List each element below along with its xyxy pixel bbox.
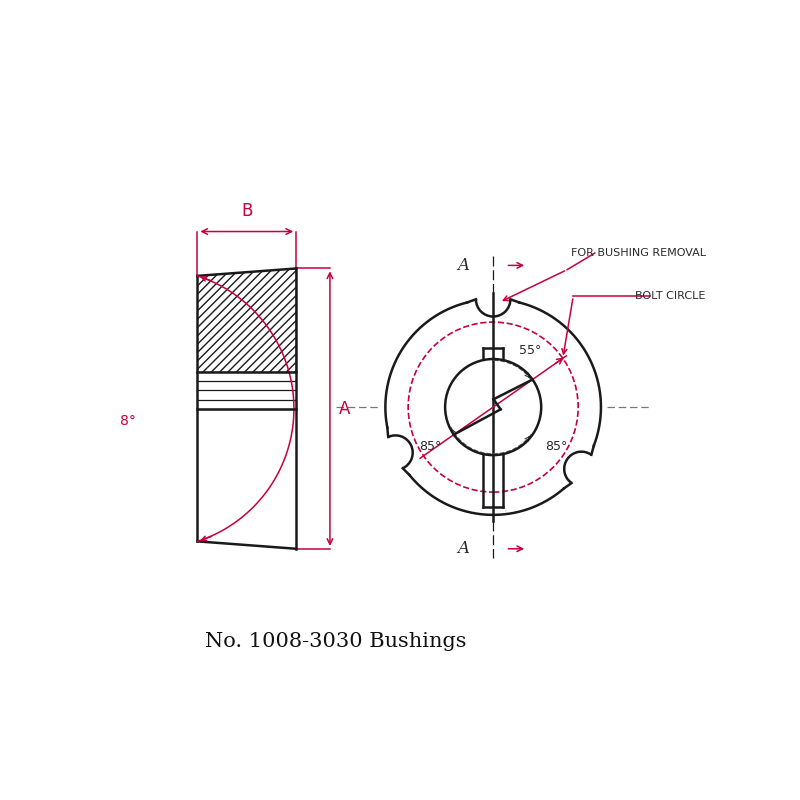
Polygon shape	[198, 269, 296, 372]
Text: 55°: 55°	[519, 345, 542, 358]
Text: BOLT CIRCLE: BOLT CIRCLE	[635, 291, 706, 302]
Text: A: A	[339, 400, 350, 418]
Text: 85°: 85°	[419, 440, 442, 454]
Text: No. 1008-3030 Bushings: No. 1008-3030 Bushings	[206, 632, 467, 650]
Text: 8°: 8°	[120, 414, 136, 428]
Text: B: B	[241, 202, 253, 221]
Text: FOR BUSHING REMOVAL: FOR BUSHING REMOVAL	[570, 248, 706, 258]
Text: A: A	[458, 540, 470, 558]
Text: 85°: 85°	[545, 440, 567, 454]
Text: A: A	[458, 257, 470, 274]
